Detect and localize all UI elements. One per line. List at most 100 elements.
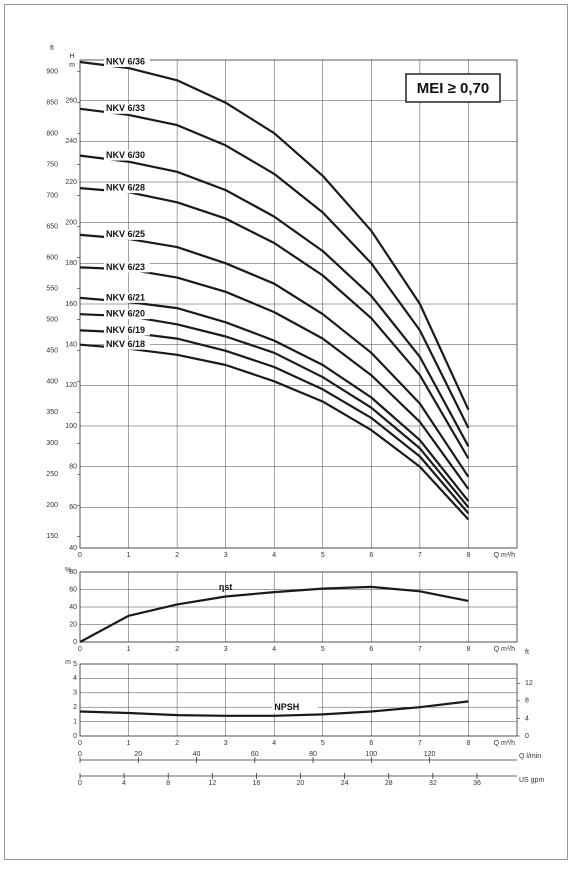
label-bg	[104, 150, 150, 161]
curve	[79, 700, 469, 717]
x-tick-label: 6	[369, 740, 373, 747]
y2-tick-label: 4	[525, 715, 529, 722]
curve	[79, 233, 470, 478]
y-tick-label: 40	[69, 604, 77, 611]
series-label: NKV 6/20	[106, 309, 145, 319]
curve	[79, 187, 470, 460]
y-tick-label: 80	[69, 569, 77, 576]
y-tick-label: 0	[73, 639, 77, 646]
x-tick-label: 5	[321, 646, 325, 653]
curve	[79, 107, 470, 429]
curve	[79, 585, 469, 643]
y-tick-label: 160	[65, 301, 77, 308]
x-tick-label: 3	[224, 646, 228, 653]
x-tick-label: 2	[175, 740, 179, 747]
y-tick-label: 120	[65, 382, 77, 389]
y2-tick-label: 0	[525, 733, 529, 740]
x-axis-label: US gpm	[519, 777, 544, 784]
y-tick-label: 220	[65, 179, 77, 186]
y2-axis-label: ft	[525, 649, 529, 656]
y-tick-label: 60	[69, 586, 77, 593]
x-tick-label: 3	[224, 740, 228, 747]
y2-tick-label: 400	[46, 378, 58, 385]
x-tick-label: 7	[418, 552, 422, 559]
label-bg	[104, 292, 150, 303]
label-bg	[104, 103, 150, 114]
y2-tick-label: 800	[46, 130, 58, 137]
y2-tick-label: 150	[46, 533, 58, 540]
y-tick-label: 260	[65, 98, 77, 105]
label-bg	[104, 57, 150, 68]
y2-tick-label: 300	[46, 440, 58, 447]
x-tick-label: 80	[309, 751, 317, 758]
series-label: NKV 6/25	[106, 229, 145, 239]
series-label: NPSH	[274, 702, 299, 712]
x-axis-label: Q l/min	[519, 753, 541, 760]
x-tick-label: 28	[385, 780, 393, 787]
x-tick-label: 4	[272, 646, 276, 653]
x-tick-label: 6	[369, 646, 373, 653]
x-tick-label: 100	[365, 751, 377, 758]
y-tick-label: 140	[65, 342, 77, 349]
mei-box	[405, 73, 501, 103]
label-bg	[104, 183, 150, 194]
curve	[79, 60, 470, 411]
x-tick-label: 0	[78, 751, 82, 758]
y2-tick-label: 600	[46, 254, 58, 261]
y2-tick-label: 250	[46, 471, 58, 478]
y-tick-label: 5	[73, 661, 77, 668]
y2-tick-label: 8	[525, 698, 529, 705]
y-axis-unit: m	[69, 62, 75, 69]
label-bg	[104, 229, 150, 240]
y-tick-label: 3	[73, 690, 77, 697]
y2-axis-label: ft	[50, 45, 54, 52]
label-bg	[104, 325, 150, 336]
y-axis-unit: m	[65, 659, 71, 666]
x-tick-label: 20	[297, 780, 305, 787]
x-tick-label: 2	[175, 646, 179, 653]
y2-tick-label: 350	[46, 409, 58, 416]
y-tick-label: 0	[73, 733, 77, 740]
y-tick-label: 200	[65, 220, 77, 227]
y-tick-label: 180	[65, 260, 77, 267]
series-label: NKV 6/23	[106, 262, 145, 272]
series-label: ηst	[219, 582, 233, 592]
curve	[79, 154, 470, 447]
mei-label: MEI ≥ 0,70	[417, 80, 489, 97]
curve	[79, 343, 470, 521]
x-tick-label: 8	[466, 552, 470, 559]
y2-tick-label: 650	[46, 223, 58, 230]
y-tick-label: 240	[65, 138, 77, 145]
y-tick-label: 1	[73, 718, 77, 725]
y-tick-label: 40	[69, 545, 77, 552]
x-tick-label: 36	[473, 780, 481, 787]
series-label: NKV 6/36	[106, 56, 145, 66]
x-tick-label: 8	[466, 740, 470, 747]
series-label: NKV 6/18	[106, 339, 145, 349]
x-tick-label: 12	[208, 780, 216, 787]
x-axis-label: Q m³/h	[494, 646, 515, 653]
x-tick-label: 16	[253, 780, 261, 787]
x-tick-label: 0	[78, 552, 82, 559]
x-tick-label: 0	[78, 646, 82, 653]
y2-tick-label: 200	[46, 502, 58, 509]
x-tick-label: 0	[78, 780, 82, 787]
y-axis-unit: %	[65, 567, 71, 574]
x-tick-label: 4	[272, 552, 276, 559]
x-tick-label: 120	[424, 751, 436, 758]
y2-tick-label: 12	[525, 680, 533, 687]
x-tick-label: 6	[369, 552, 373, 559]
x-tick-label: 4	[122, 780, 126, 787]
x-tick-label: 7	[418, 740, 422, 747]
x-tick-label: 3	[224, 552, 228, 559]
label-bg	[272, 702, 319, 713]
series-label: NKV 6/30	[106, 150, 145, 160]
y-tick-label: 80	[69, 464, 77, 471]
x-tick-label: 40	[193, 751, 201, 758]
label-bg	[104, 309, 150, 320]
y2-tick-label: 750	[46, 161, 58, 168]
x-tick-label: 1	[127, 740, 131, 747]
label-bg	[104, 339, 150, 350]
x-tick-label: 60	[251, 751, 259, 758]
